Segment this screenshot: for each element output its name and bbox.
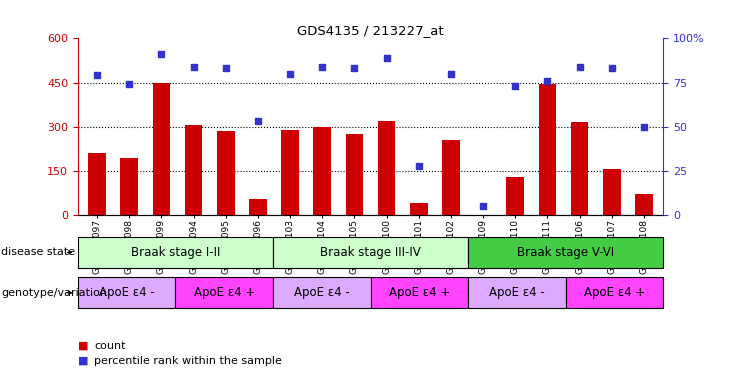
Text: ApoE ε4 +: ApoE ε4 +	[193, 286, 255, 299]
Bar	[273, 237, 468, 268]
Bar	[217, 131, 235, 215]
Text: ApoE ε4 +: ApoE ε4 +	[389, 286, 450, 299]
Bar	[468, 277, 565, 308]
Bar	[370, 277, 468, 308]
Bar	[282, 130, 299, 215]
Point	[156, 51, 167, 57]
Point	[123, 81, 135, 88]
Bar	[273, 277, 370, 308]
Text: ApoE ε4 -: ApoE ε4 -	[99, 286, 154, 299]
Point	[252, 118, 264, 124]
Bar	[313, 127, 331, 215]
Bar	[249, 199, 267, 215]
Text: ApoE ε4 -: ApoE ε4 -	[489, 286, 545, 299]
Bar	[185, 125, 202, 215]
Bar	[565, 277, 663, 308]
Point	[381, 55, 393, 61]
Text: count: count	[94, 341, 126, 351]
Point	[574, 64, 585, 70]
Point	[445, 71, 457, 77]
Bar	[345, 134, 363, 215]
Point	[91, 73, 103, 79]
Bar	[78, 277, 176, 308]
Text: ■: ■	[78, 341, 88, 351]
Text: genotype/variation: genotype/variation	[1, 288, 107, 298]
Bar	[121, 157, 138, 215]
Point	[284, 71, 296, 77]
Point	[542, 78, 554, 84]
Bar	[410, 203, 428, 215]
Text: Braak stage III-IV: Braak stage III-IV	[320, 246, 421, 259]
Bar	[506, 177, 524, 215]
Bar	[378, 121, 396, 215]
Point	[509, 83, 521, 89]
Title: GDS4135 / 213227_at: GDS4135 / 213227_at	[297, 24, 444, 37]
Text: disease state: disease state	[1, 247, 76, 258]
Text: ApoE ε4 +: ApoE ε4 +	[584, 286, 645, 299]
Text: ■: ■	[78, 356, 88, 366]
Bar	[635, 194, 653, 215]
Bar	[176, 277, 273, 308]
Bar	[153, 83, 170, 215]
Text: ApoE ε4 -: ApoE ε4 -	[294, 286, 350, 299]
Text: Braak stage I-II: Braak stage I-II	[130, 246, 220, 259]
Point	[477, 203, 489, 209]
Point	[606, 65, 618, 71]
Point	[413, 162, 425, 169]
Bar	[78, 237, 273, 268]
Text: Braak stage V-VI: Braak stage V-VI	[517, 246, 614, 259]
Bar	[539, 84, 556, 215]
Bar	[468, 237, 663, 268]
Point	[348, 65, 360, 71]
Point	[220, 65, 232, 71]
Point	[187, 64, 199, 70]
Bar	[442, 140, 459, 215]
Bar	[88, 153, 106, 215]
Text: percentile rank within the sample: percentile rank within the sample	[94, 356, 282, 366]
Bar	[571, 122, 588, 215]
Point	[638, 124, 650, 130]
Point	[316, 64, 328, 70]
Bar	[603, 169, 620, 215]
